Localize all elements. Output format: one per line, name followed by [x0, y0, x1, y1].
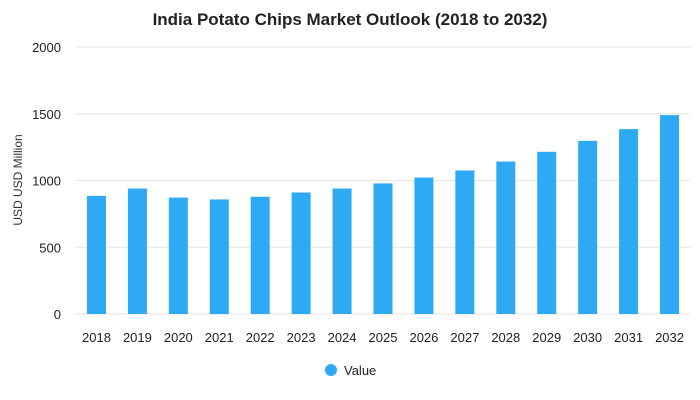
x-tick-label: 2032 — [655, 330, 684, 345]
x-tick-label: 2019 — [123, 330, 152, 345]
chart-title: India Potato Chips Market Outlook (2018 … — [153, 10, 548, 29]
y-tick-label: 2000 — [32, 40, 61, 55]
bar-2027[interactable] — [455, 170, 475, 314]
x-tick-label: 2020 — [164, 330, 193, 345]
x-tick-label: 2025 — [369, 330, 398, 345]
x-axis-ticks: 2018 2019 2020 2021 2022 2023 2024 2025 2026 2027… — [82, 330, 684, 345]
legend[interactable]: Value — [325, 363, 376, 378]
bar-2031[interactable] — [619, 129, 639, 314]
bar-2029[interactable] — [537, 151, 557, 314]
x-tick-label: 2031 — [614, 330, 643, 345]
y-axis-ticks: 0 500 1000 1500 2000 — [32, 40, 61, 322]
bar-2020[interactable] — [168, 197, 188, 314]
legend-swatch-value — [325, 364, 337, 376]
bar-2024[interactable] — [332, 188, 352, 314]
bars — [86, 115, 680, 315]
x-tick-label: 2018 — [82, 330, 111, 345]
x-tick-label: 2026 — [409, 330, 438, 345]
y-tick-label: 1500 — [32, 107, 61, 122]
x-tick-label: 2021 — [205, 330, 234, 345]
bar-2025[interactable] — [373, 183, 393, 314]
bar-2019[interactable] — [127, 188, 147, 314]
bar-2018[interactable] — [86, 195, 106, 314]
x-tick-label: 2027 — [450, 330, 479, 345]
bar-2021[interactable] — [209, 199, 229, 314]
x-tick-label: 2030 — [573, 330, 602, 345]
bar-2028[interactable] — [496, 161, 516, 314]
x-tick-label: 2023 — [287, 330, 316, 345]
bar-2022[interactable] — [250, 196, 270, 314]
y-tick-label: 0 — [54, 307, 61, 322]
x-tick-label: 2024 — [328, 330, 357, 345]
bar-2026[interactable] — [414, 177, 434, 314]
bar-2030[interactable] — [578, 140, 598, 314]
x-tick-label: 2029 — [532, 330, 561, 345]
y-tick-label: 500 — [39, 240, 61, 255]
bar-2032[interactable] — [660, 115, 680, 315]
x-tick-label: 2022 — [246, 330, 275, 345]
x-tick-label: 2028 — [491, 330, 520, 345]
y-tick-label: 1000 — [32, 174, 61, 189]
legend-label-value: Value — [344, 363, 376, 378]
bar-2023[interactable] — [291, 192, 311, 314]
y-axis-label: USD USD Million — [11, 134, 25, 225]
